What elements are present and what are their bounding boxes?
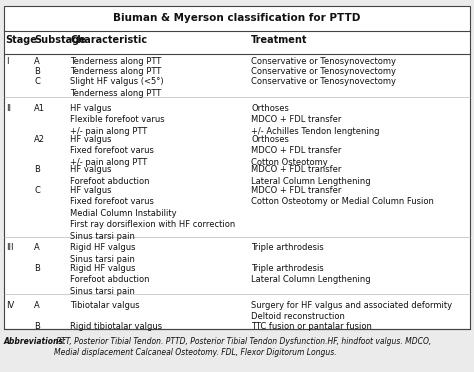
Text: Slight HF valgus (<5°)
Tenderness along PTT: Slight HF valgus (<5°) Tenderness along … bbox=[70, 77, 164, 97]
Text: Orthoses
MDCO + FDL transfer
Cotton Osteotomy: Orthoses MDCO + FDL transfer Cotton Oste… bbox=[251, 135, 342, 167]
Text: Characteristic: Characteristic bbox=[70, 35, 147, 45]
Text: Abbreviations:: Abbreviations: bbox=[4, 337, 67, 346]
Bar bbox=[4, 6, 470, 329]
Text: MDCO + FDL transfer
Lateral Column Lengthening: MDCO + FDL transfer Lateral Column Lengt… bbox=[251, 166, 371, 186]
Text: B: B bbox=[34, 166, 40, 174]
Text: B: B bbox=[34, 67, 40, 76]
Text: A2: A2 bbox=[34, 135, 45, 144]
Text: Orthoses
MDCO + FDL transfer
+/- Achilles Tendon lengtening: Orthoses MDCO + FDL transfer +/- Achille… bbox=[251, 104, 380, 136]
Text: C: C bbox=[34, 77, 40, 86]
Text: Rigid HF valgus
Forefoot abduction
Sinus tarsi pain: Rigid HF valgus Forefoot abduction Sinus… bbox=[70, 264, 150, 296]
Text: B: B bbox=[34, 264, 40, 273]
Text: B: B bbox=[34, 321, 40, 331]
Text: HF valgus
Forefoot abduction: HF valgus Forefoot abduction bbox=[70, 166, 150, 186]
Text: Surgery for HF valgus and associated deformity
Deltoid reconstruction: Surgery for HF valgus and associated def… bbox=[251, 301, 452, 321]
Text: Triple arthrodesis: Triple arthrodesis bbox=[251, 244, 324, 253]
Text: TTC fusion or pantalar fusion: TTC fusion or pantalar fusion bbox=[251, 321, 372, 331]
Text: Conservative or Tenosynovectomy: Conservative or Tenosynovectomy bbox=[251, 57, 396, 65]
Text: MDCO + FDL transfer
Cotton Osteotomy or Medial Column Fusion: MDCO + FDL transfer Cotton Osteotomy or … bbox=[251, 186, 434, 206]
Text: A: A bbox=[34, 301, 40, 310]
Text: A1: A1 bbox=[34, 104, 45, 113]
Text: Conservative or Tenosynovectomy: Conservative or Tenosynovectomy bbox=[251, 77, 396, 86]
Text: Stage: Stage bbox=[6, 35, 37, 45]
Text: HF valgus
Fixed forefoot varus
Medial Column Instability
First ray dorsiflexion : HF valgus Fixed forefoot varus Medial Co… bbox=[70, 186, 236, 241]
Text: Tibiotalar valgus: Tibiotalar valgus bbox=[70, 301, 140, 310]
Text: HF valgus
Flexible forefoot varus
+/- pain along PTT: HF valgus Flexible forefoot varus +/- pa… bbox=[70, 104, 165, 136]
Text: Biuman & Myerson classification for PTTD: Biuman & Myerson classification for PTTD bbox=[113, 13, 361, 23]
Text: Tenderness along PTT: Tenderness along PTT bbox=[70, 67, 162, 76]
Text: III: III bbox=[6, 244, 13, 253]
Text: IV: IV bbox=[6, 301, 14, 310]
Text: Treatment: Treatment bbox=[251, 35, 308, 45]
Text: II: II bbox=[6, 104, 11, 113]
Text: PTT, Posterior Tibial Tendon. PTTD, Posterior Tibial Tendon Dysfunction.HF, hind: PTT, Posterior Tibial Tendon. PTTD, Post… bbox=[54, 337, 431, 357]
Text: Rigid HF valgus
Sinus tarsi pain: Rigid HF valgus Sinus tarsi pain bbox=[70, 244, 136, 264]
Text: HF valgus
Fixed forefoot varus
+/- pain along PTT: HF valgus Fixed forefoot varus +/- pain … bbox=[70, 135, 154, 167]
Text: C: C bbox=[34, 186, 40, 195]
Text: A: A bbox=[34, 244, 40, 253]
Text: Conservative or Tenosynovectomy: Conservative or Tenosynovectomy bbox=[251, 67, 396, 76]
Text: I: I bbox=[6, 57, 8, 65]
Text: Tenderness along PTT: Tenderness along PTT bbox=[70, 57, 162, 65]
Text: Triple arthrodesis
Lateral Column Lengthening: Triple arthrodesis Lateral Column Length… bbox=[251, 264, 371, 285]
Text: A: A bbox=[34, 57, 40, 65]
Text: Substage: Substage bbox=[34, 35, 86, 45]
Text: Rigid tibiotalar valgus: Rigid tibiotalar valgus bbox=[70, 321, 162, 331]
